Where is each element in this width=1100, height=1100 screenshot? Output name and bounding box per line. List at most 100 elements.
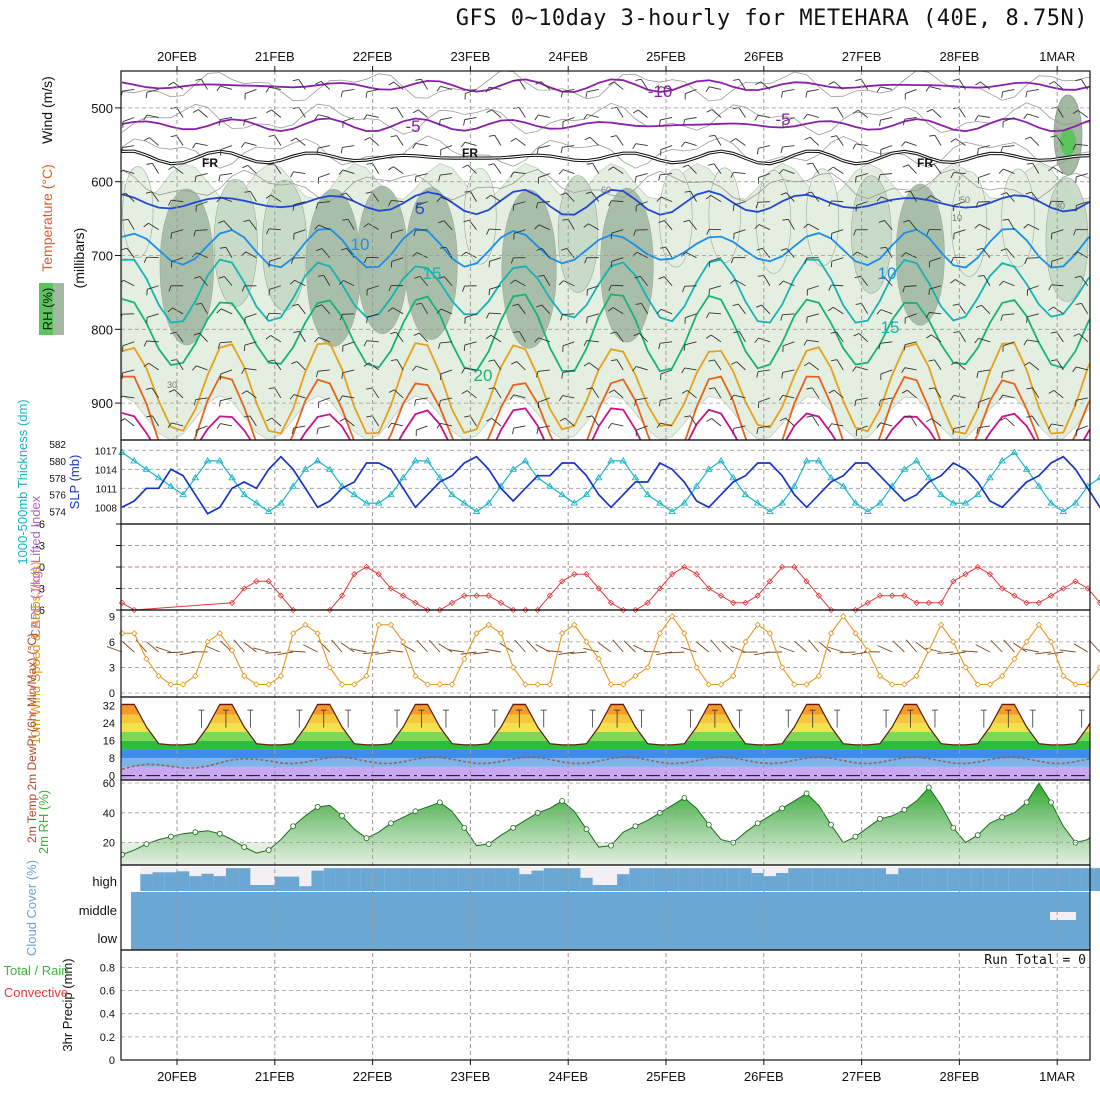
wind-barb: [589, 136, 600, 146]
wind-barb-flag: [560, 91, 563, 98]
wind-speed-point: [265, 681, 272, 688]
wind-barb: [934, 387, 942, 399]
wind-barb: [1002, 145, 1015, 148]
wind-barb: [488, 228, 501, 231]
run-total-label: Run Total = 0: [984, 953, 1086, 968]
wind-barb-flag: [1075, 303, 1082, 305]
surface-wind-barb: [1059, 649, 1076, 653]
wind-barb-flag: [708, 163, 715, 166]
rh-shading-blob: [1060, 128, 1076, 156]
wind-barb: [636, 251, 648, 259]
wind-speed-point: [840, 613, 847, 620]
temperature-label: 10: [351, 235, 370, 254]
wind-barb-flag: [168, 166, 174, 171]
wind-tick-label: 9: [109, 611, 115, 623]
wind-barb: [146, 340, 159, 343]
wind-barb: [806, 89, 819, 93]
wind-speed-point: [241, 672, 248, 680]
thickness-point: [998, 457, 1006, 464]
cloud-high-bar: [335, 868, 349, 891]
wind-barb-flag: [461, 367, 466, 374]
wind-barb-flag: [265, 87, 270, 93]
rh-point: [632, 823, 639, 830]
wind-barb: [345, 192, 355, 202]
wind-barb: [127, 219, 135, 230]
rh-shading-blob: [1045, 177, 1089, 302]
wind-barb-flag: [461, 251, 467, 257]
wind-barb-flag: [436, 197, 442, 203]
lifted-index-point: [326, 606, 333, 614]
wind-barb-flag: [950, 279, 956, 284]
wind-barb-flag: [928, 163, 935, 166]
lifted-index-point: [1072, 578, 1079, 585]
lifted-index-point: [522, 606, 529, 614]
wind-barb: [220, 308, 233, 315]
wind-barb-flag: [586, 317, 588, 324]
wind-barb: [562, 145, 575, 148]
wind-barb: [317, 201, 330, 204]
wind-barb: [224, 276, 233, 287]
date-label-top: 21FEB: [255, 49, 295, 64]
wind-barb-flag: [977, 148, 979, 155]
wind-barb: [856, 173, 868, 178]
pressure-tick-label: 500: [91, 101, 113, 116]
wind-barb-flag: [510, 257, 514, 264]
lifted-index-point: [1011, 592, 1018, 599]
wind-barb: [983, 275, 991, 286]
wind-barb-flag: [219, 400, 221, 407]
wind-barb: [393, 81, 404, 90]
wind-speed-point: [534, 681, 541, 688]
wind-barb: [782, 341, 795, 347]
lifted-index-point: [962, 571, 969, 578]
cloud-high-bar: [458, 868, 471, 891]
rh-point: [192, 829, 199, 836]
thickness-point: [607, 457, 615, 464]
wind-barb: [880, 422, 893, 427]
surface-wind-barb: [401, 643, 416, 653]
wind-barb: [978, 337, 991, 343]
wind-barb-flag: [754, 337, 759, 343]
wind-barb-flag: [855, 78, 862, 81]
wind-speed-point: [705, 681, 712, 688]
wind-barb: [562, 89, 575, 92]
thickness-point: [717, 457, 725, 464]
wind-barb-flag: [535, 81, 542, 85]
wind-barb: [738, 107, 746, 118]
wind-speed-point: [1023, 638, 1030, 646]
wind-barb-flag: [998, 168, 1004, 174]
rh-point: [925, 784, 932, 791]
wind-barb: [684, 141, 697, 146]
lifted-index-point: [399, 592, 407, 599]
rh-axis-label: RH (%): [40, 288, 55, 331]
wind-barb: [616, 107, 624, 118]
wind-barb-flag: [463, 344, 466, 351]
wind-barb-flag: [464, 415, 471, 418]
wind-barb: [660, 397, 673, 401]
thickness-point: [778, 499, 786, 506]
wind-speed-point: [424, 681, 431, 688]
wind-barb-flag: [1002, 218, 1009, 221]
temperature-label: FR: [917, 156, 933, 170]
surface-wind-barb: [937, 651, 954, 654]
wind-barb: [685, 89, 697, 94]
wind-barb-flag: [1074, 275, 1081, 279]
date-label-top: 24FEB: [548, 49, 588, 64]
wind-barb-flag: [903, 344, 906, 351]
rh-tick-label: 60: [103, 778, 115, 790]
thickness-point: [973, 490, 982, 498]
cloud-high-bar: [727, 868, 740, 891]
wind-barb: [808, 223, 820, 231]
temperature-tick-label: 24: [103, 718, 115, 730]
wind-barb-flag: [488, 359, 495, 362]
thickness-point: [1059, 507, 1068, 515]
wind-barb-flag: [558, 280, 564, 286]
wind-barb: [786, 248, 795, 259]
wind-barb: [685, 313, 697, 319]
wind-barb-flag: [1000, 192, 1007, 196]
thickness-point: [228, 473, 236, 481]
wind-barb-flag: [387, 422, 392, 429]
wind-barb: [929, 257, 942, 262]
wind-barb-flag: [366, 317, 368, 324]
wind-barb: [562, 369, 575, 374]
rh-contour-label: 50: [960, 195, 970, 205]
